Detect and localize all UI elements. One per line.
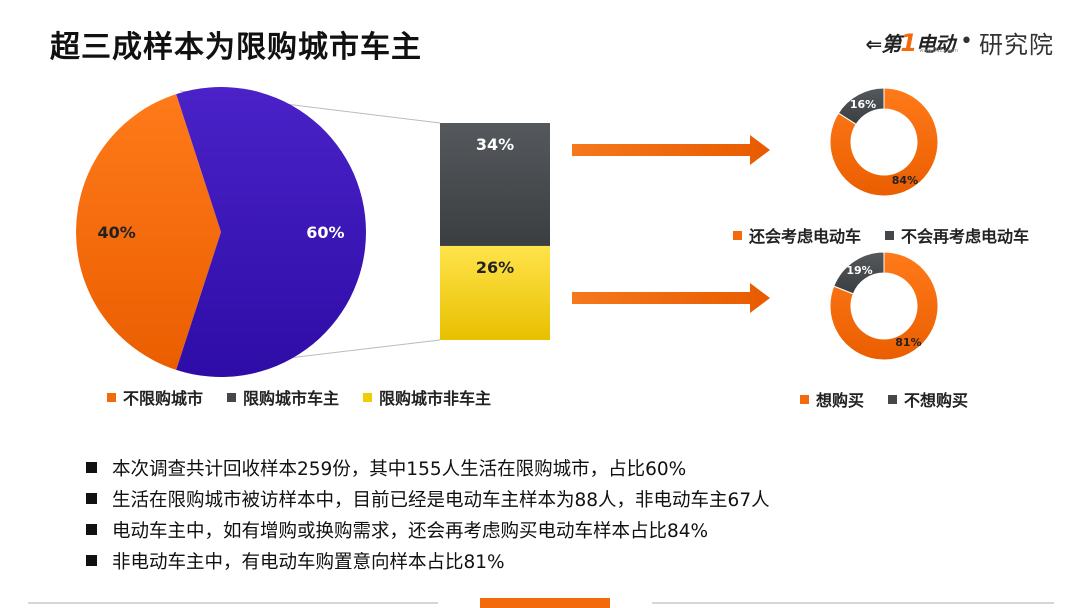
footer-divider-left <box>28 602 438 604</box>
page-title: 超三成样本为限购城市车主 <box>50 30 422 65</box>
notes-list: 本次调查共计回收样本259份，其中155人生活在限购城市，占比60% 生活在限购… <box>86 452 770 576</box>
legend-swatch <box>800 394 809 404</box>
pie-slice <box>176 87 366 378</box>
donut1-legend: 还会考虑电动车 不会再考虑电动车 <box>733 223 1053 247</box>
legend-item: 还会考虑电动车 <box>733 223 861 247</box>
legend-label: 不想购买 <box>904 391 969 410</box>
bullet-square-icon <box>86 462 97 473</box>
legend-label: 限购城市非车主 <box>379 389 492 408</box>
bullet-square-icon <box>86 555 97 566</box>
donut-slice <box>829 251 939 361</box>
donut-slice-label: 81% <box>895 336 921 349</box>
right-arrow-icon <box>572 283 770 313</box>
donut-slice-label: 16% <box>850 98 876 111</box>
legend-label: 还会考虑电动车 <box>749 227 862 246</box>
legend-item: 想购买 <box>800 387 864 411</box>
stack-bar-segment <box>440 245 550 340</box>
note-item: 电动车主中，如有增购或换购需求，还会再考虑购买电动车样本占比84% <box>86 514 770 545</box>
stack-bar-label: 34% <box>476 135 514 154</box>
legend-item: 不想购买 <box>888 387 968 411</box>
note-item: 生活在限购城市被访样本中，目前已经是电动车主样本为88人，非电动车主67人 <box>86 483 770 514</box>
pie-slice-label: 40% <box>97 223 135 242</box>
stack-bar-segment <box>440 123 550 246</box>
donut2-legend: 想购买 不想购买 <box>800 387 992 411</box>
logo-dot: • <box>960 29 973 54</box>
pie-slice-label: 60% <box>306 223 344 242</box>
stack-bar-label: 26% <box>476 258 514 277</box>
donut-slice-label: 19% <box>846 264 872 277</box>
legend-label: 限购城市车主 <box>243 389 340 408</box>
legend-swatch <box>363 392 373 402</box>
logo-car-icon: ⇐ <box>865 31 883 56</box>
legend-item: 限购城市非车主 <box>363 385 491 409</box>
note-item: 非电动车主中，有电动车购置意向样本占比81% <box>86 545 770 576</box>
legend-swatch <box>107 392 116 402</box>
brand-logo: ⇐第1电动 • 研究院 <box>865 26 1054 59</box>
legend-swatch <box>733 230 742 240</box>
legend-item: 不会再考虑电动车 <box>885 223 1029 247</box>
logo-mark: ⇐第1电动 <box>865 28 955 57</box>
pie-slice <box>75 94 221 370</box>
legend-label: 不限购城市 <box>123 389 204 408</box>
donut-slice <box>833 251 885 295</box>
logo-text: 研究院 <box>979 30 1054 59</box>
legend-item: 限购城市车主 <box>227 385 339 409</box>
legend-swatch <box>227 392 237 402</box>
donut-slice <box>837 87 885 126</box>
legend-item: 不限购城市 <box>107 385 203 409</box>
legend-label: 想购买 <box>816 391 865 410</box>
footer-accent-bar <box>480 598 610 608</box>
footer-divider-right <box>652 602 1054 604</box>
legend-swatch <box>888 394 898 404</box>
note-item: 本次调查共计回收样本259份，其中155人生活在限购城市，占比60% <box>86 452 770 483</box>
legend-label: 不会再考虑电动车 <box>901 227 1030 246</box>
right-arrow-icon <box>572 135 770 165</box>
main-legend: 不限购城市 限购城市车主 限购城市非车主 <box>107 385 515 409</box>
bullet-square-icon <box>86 524 97 535</box>
legend-swatch <box>885 230 895 240</box>
logo-url: www.D1EV.com <box>919 48 958 54</box>
donut-slice <box>829 87 939 197</box>
bullet-square-icon <box>86 493 97 504</box>
donut-slice-label: 84% <box>892 174 918 187</box>
